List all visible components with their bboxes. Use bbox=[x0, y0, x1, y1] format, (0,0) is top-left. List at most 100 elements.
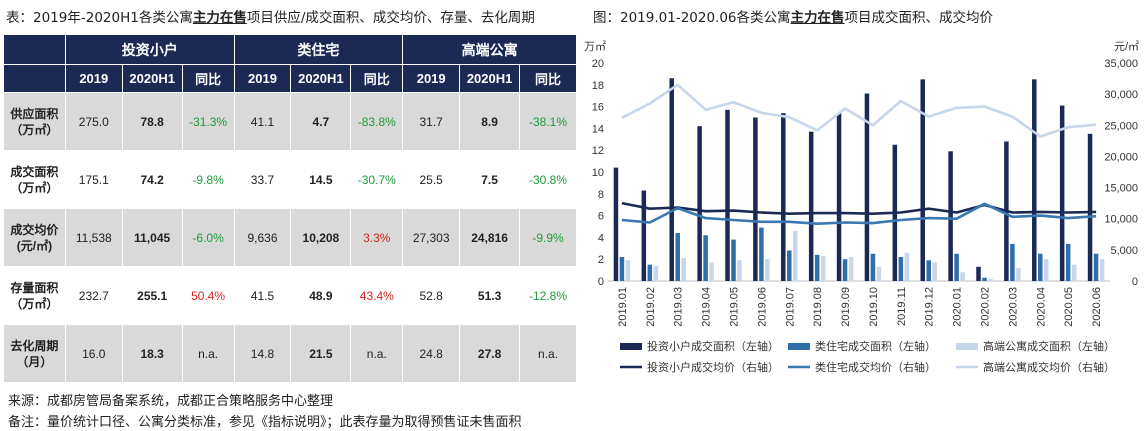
table-cell: 52.8 bbox=[402, 266, 461, 325]
bar bbox=[647, 264, 653, 281]
bar bbox=[787, 250, 792, 281]
table-cell: 50.4% bbox=[181, 266, 235, 325]
bar bbox=[1099, 259, 1105, 281]
table-cell: 14.5 bbox=[290, 150, 352, 209]
y-left-tick-label: 8 bbox=[598, 189, 604, 201]
bar bbox=[613, 167, 619, 281]
x-tick-label: 2020.06 bbox=[1091, 287, 1103, 327]
bar bbox=[669, 78, 674, 281]
sub-header: 同比 bbox=[181, 64, 235, 93]
bar bbox=[1087, 133, 1093, 281]
table-cell: 275.0 bbox=[64, 92, 123, 151]
x-tick-label: 2019.06 bbox=[756, 287, 768, 327]
table-row: 去化周期 （月） 16.0 18.3 n.a. 14.8 21.5 n.a. 24.8 27.8 n… bbox=[3, 324, 577, 383]
table-cell: 41.5 bbox=[233, 266, 292, 325]
y-right-tick-label: 20,000 bbox=[1104, 151, 1138, 163]
table-cell: 11,045 bbox=[121, 208, 183, 267]
bar bbox=[675, 233, 680, 281]
y-left-tick-label: 12 bbox=[592, 145, 604, 157]
bar bbox=[948, 151, 953, 281]
table-cell: 78.8 bbox=[121, 92, 183, 151]
bar bbox=[1016, 267, 1021, 281]
table-cell: 51.3 bbox=[459, 266, 521, 325]
bar bbox=[625, 260, 631, 281]
table-cell: 9,636 bbox=[233, 208, 292, 267]
x-tick-label: 2020.05 bbox=[1063, 287, 1075, 327]
bar bbox=[619, 257, 625, 281]
legend-label: 投资小户成交均价（右轴） bbox=[647, 360, 779, 374]
legend-label: 投资小户成交面积（左轴） bbox=[647, 339, 779, 353]
legend-label: 类住宅成交均价（右轴） bbox=[815, 360, 936, 374]
bar bbox=[848, 257, 854, 281]
bar bbox=[731, 239, 736, 281]
bar bbox=[681, 258, 686, 281]
table-cell: 33.7 bbox=[233, 150, 292, 209]
bar bbox=[1032, 79, 1037, 281]
y-right-unit: 元/㎡ bbox=[1114, 40, 1139, 53]
bar bbox=[808, 131, 814, 281]
bar bbox=[641, 190, 647, 281]
bar bbox=[753, 117, 758, 281]
bar bbox=[842, 259, 848, 281]
table-cell: -9.9% bbox=[519, 208, 577, 267]
bar bbox=[876, 266, 882, 281]
bar bbox=[836, 113, 842, 281]
bar bbox=[920, 79, 925, 281]
x-tick-label: 2020.02 bbox=[980, 287, 992, 327]
x-tick-label: 2019.12 bbox=[924, 287, 936, 327]
table-cell: 8.9 bbox=[459, 92, 521, 151]
row-header-label: 成交均价 bbox=[10, 222, 59, 237]
row-header-unit: （月） bbox=[16, 354, 53, 369]
bar bbox=[976, 266, 981, 281]
y-left-tick-label: 14 bbox=[592, 123, 604, 135]
table-cell: 255.1 bbox=[121, 266, 183, 325]
bar bbox=[932, 262, 937, 281]
bar bbox=[814, 254, 820, 281]
table-row: 存量面积 （万㎡） 232.7 255.1 50.4% 41.5 48.9 43.4% 52.8… bbox=[3, 266, 577, 325]
table-row: 供应面积 （万㎡） 275.0 78.8 -31.3% 41.1 4.7 -83.8% 31.7… bbox=[3, 92, 577, 151]
group-header: 投资小户 bbox=[64, 34, 235, 65]
row-header-unit: （万㎡） bbox=[10, 122, 59, 137]
table-cell: 27.8 bbox=[459, 324, 521, 383]
sub-header: 2020H1 bbox=[290, 64, 352, 93]
table-cell: -12.8% bbox=[519, 266, 577, 325]
x-tick-label: 2019.04 bbox=[701, 287, 713, 327]
sub-header: 2019 bbox=[402, 64, 461, 93]
table-cell: 14.8 bbox=[233, 324, 292, 383]
group-header: 类住宅 bbox=[233, 34, 404, 65]
table-cell: 7.5 bbox=[459, 150, 521, 209]
x-tick-label: 2019.11 bbox=[896, 287, 908, 326]
bar bbox=[1071, 264, 1077, 281]
chart-caption: 图：2019.01-2020.06各类公寓主力在售项目成交面积、成交均价 bbox=[593, 10, 994, 26]
sub-header: 2020H1 bbox=[121, 64, 183, 93]
table-cell: n.a. bbox=[350, 324, 404, 383]
legend-label: 高端公寓成交均价（右轴） bbox=[983, 360, 1115, 374]
table-cell: 31.7 bbox=[402, 92, 461, 151]
x-tick-label: 2019.07 bbox=[784, 287, 796, 327]
table-cell: -30.8% bbox=[519, 150, 577, 209]
x-tick-label: 2019.02 bbox=[645, 287, 657, 327]
x-tick-label: 2019.05 bbox=[729, 287, 741, 327]
table-cell: -9.8% bbox=[181, 150, 235, 209]
x-tick-label: 2020.03 bbox=[1007, 287, 1019, 327]
bar bbox=[653, 265, 659, 281]
row-header: 去化周期 （月） bbox=[3, 324, 66, 383]
bar bbox=[781, 113, 786, 281]
source-note: 来源：成都房管局备案系统，成都正合策略服务中心整理 bbox=[8, 394, 334, 409]
y-right-tick-label: 10,000 bbox=[1104, 214, 1138, 226]
y-left-unit: 万㎡ bbox=[584, 40, 606, 53]
table-cell: 4.7 bbox=[290, 92, 352, 151]
table-cell: n.a. bbox=[181, 324, 235, 383]
x-tick-label: 2019.01 bbox=[617, 287, 629, 327]
x-tick-label: 2019.08 bbox=[812, 287, 824, 327]
bar bbox=[926, 260, 931, 281]
apartment-stats-table: 投资小户 类住宅 高端公寓 2019 2020H1 同比 2019 2020H1… bbox=[3, 34, 577, 383]
series-line bbox=[621, 202, 1097, 225]
table-corner bbox=[3, 64, 66, 93]
table-cell: n.a. bbox=[519, 324, 577, 383]
table-cell: -31.3% bbox=[181, 92, 235, 151]
table-cell: 18.3 bbox=[121, 324, 183, 383]
table-cell: 24.8 bbox=[402, 324, 461, 383]
row-header-label: 供应面积 bbox=[10, 106, 59, 121]
bar bbox=[759, 227, 764, 281]
